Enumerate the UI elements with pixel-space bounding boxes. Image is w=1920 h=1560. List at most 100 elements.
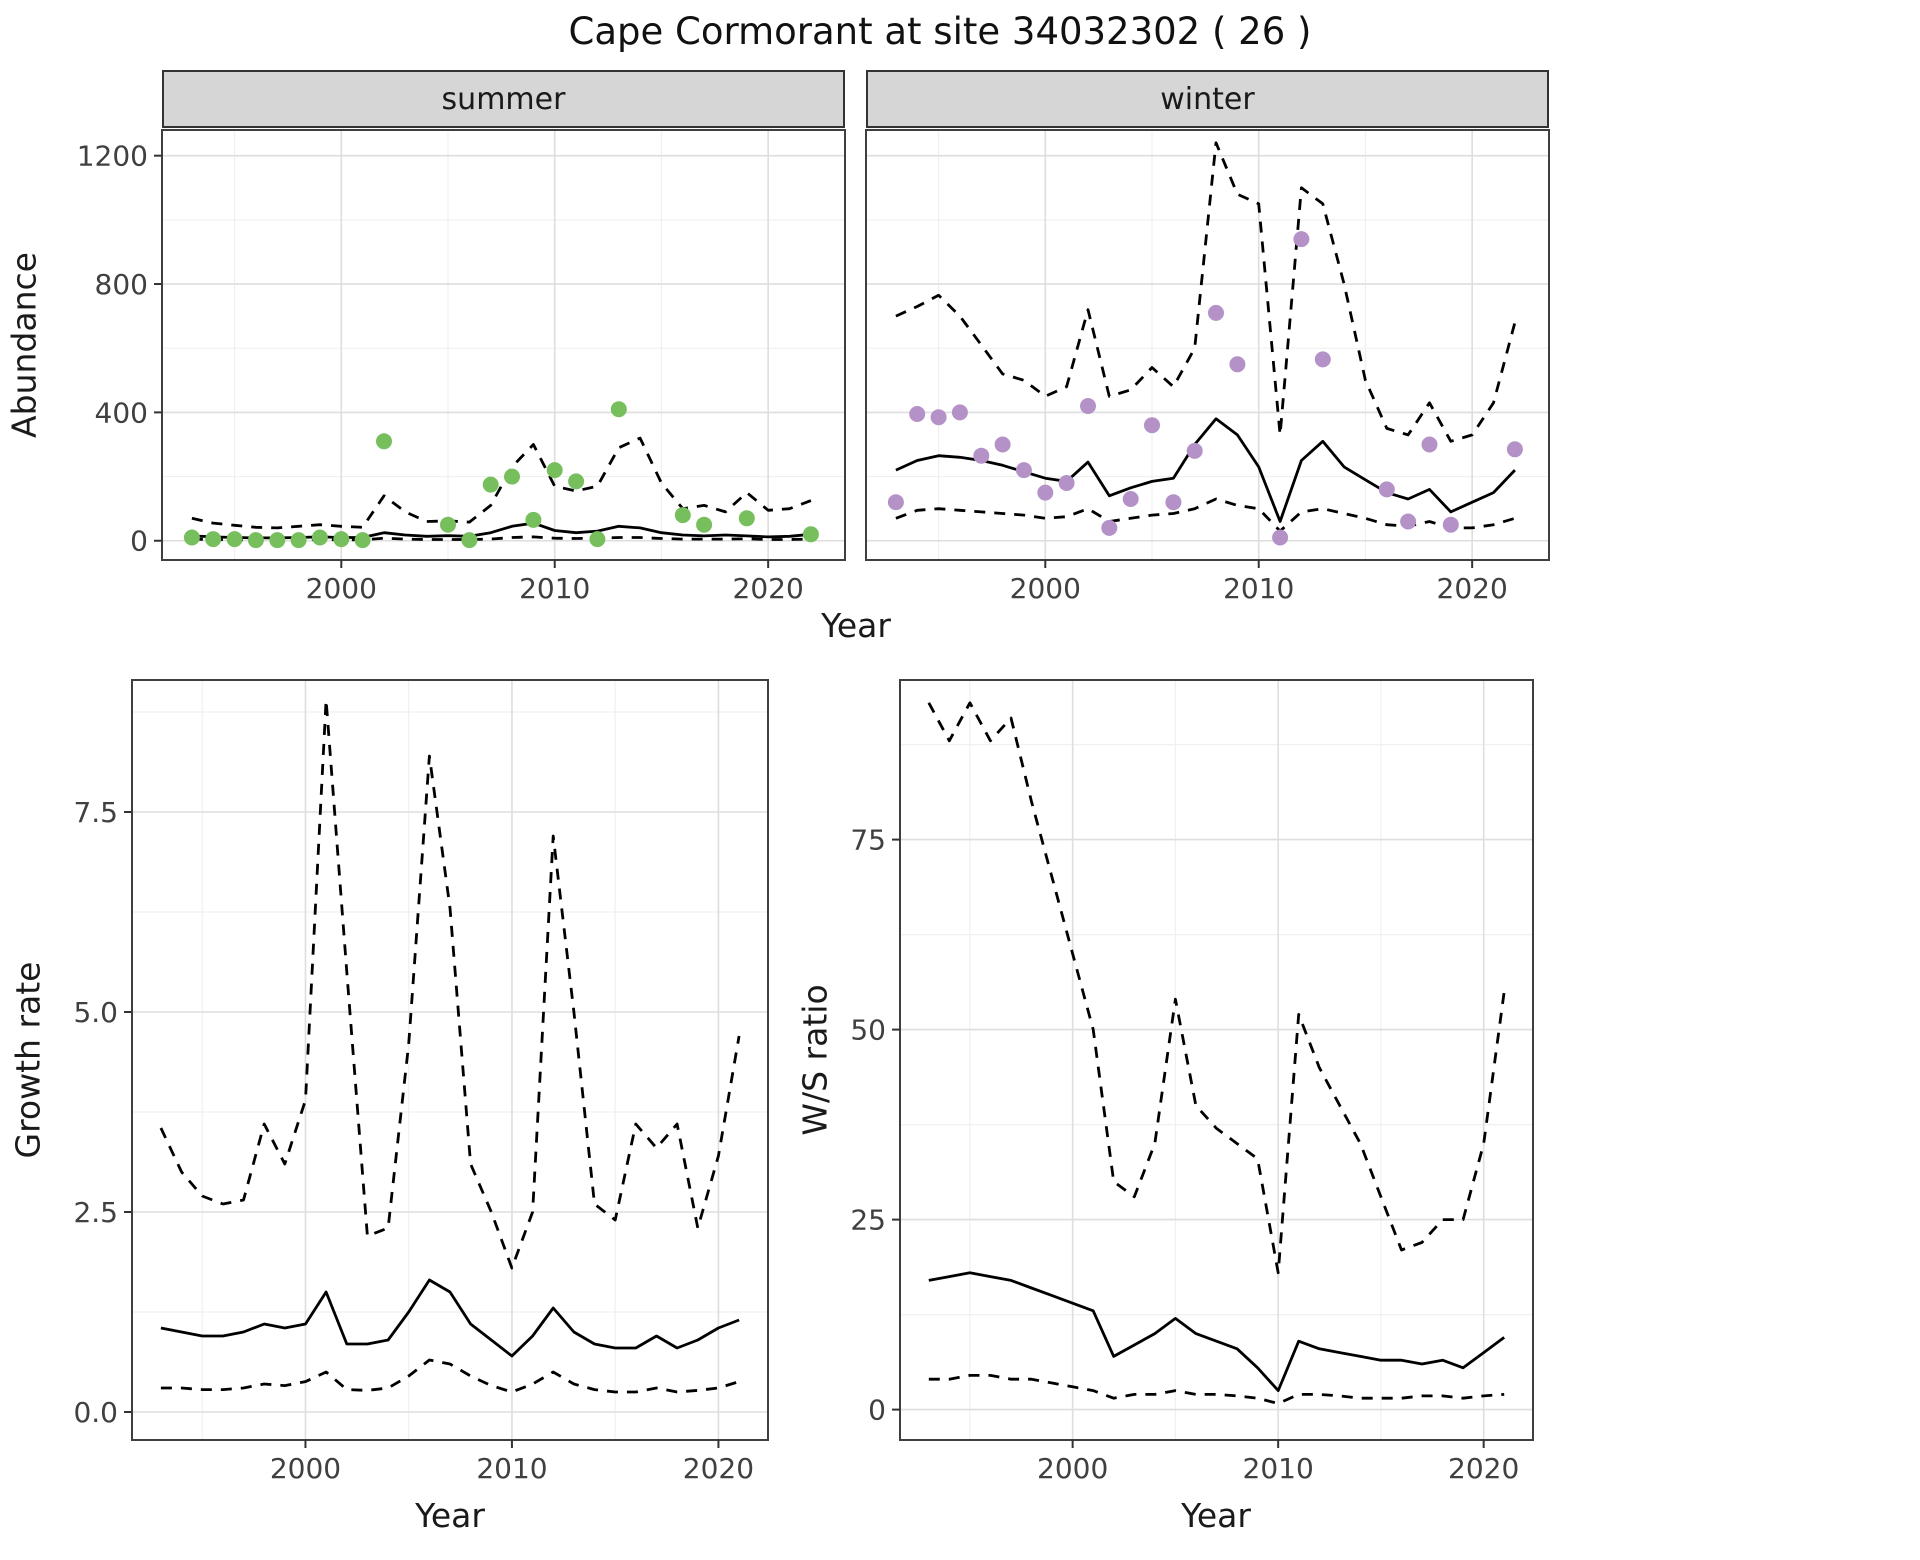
panel-background <box>162 130 845 560</box>
y-tick-label: 2.5 <box>73 1196 118 1229</box>
abundance_summer-observation-point <box>738 510 755 527</box>
year-axis-label-ws: Year <box>1181 1496 1251 1535</box>
abundance_summer-observation-point <box>440 516 456 533</box>
x-tick-label: 2000 <box>306 572 377 605</box>
x-tick-label: 2010 <box>1243 1452 1314 1485</box>
y-tick-label: 0 <box>868 1394 886 1427</box>
abundance_winter-observation-point <box>1186 442 1203 459</box>
ws_ratio-median_fit-line <box>928 1271 1506 1392</box>
abundance_winter-observation-point <box>951 404 968 421</box>
abundance_summer-upper_ci-line <box>191 436 812 530</box>
y-tick-label: 75 <box>850 824 886 857</box>
abundance_summer-observation-point <box>589 531 606 548</box>
abundance_winter-observation-point <box>1293 231 1310 248</box>
abundance_summer-observation-point <box>354 532 371 549</box>
abundance_summer-observation-point <box>461 532 478 549</box>
y-tick-label: 400 <box>95 396 148 429</box>
x-tick-label: 2010 <box>519 572 590 605</box>
growth_rate-upper_ci-line <box>159 698 741 1270</box>
facet-strip-winter: winter <box>866 70 1549 128</box>
abundance_summer-observation-point <box>290 532 307 549</box>
y-tick-label: 25 <box>850 1204 886 1237</box>
panel-border <box>865 129 1550 561</box>
abundance_winter-observation-point <box>1037 484 1054 501</box>
abundance_winter-observation-point <box>1058 475 1075 491</box>
abundance_summer-observation-point <box>247 532 264 549</box>
y-tick-label: 800 <box>95 268 148 301</box>
abundance_summer-observation-point <box>205 531 222 548</box>
abundance_summer-observation-point <box>482 476 499 493</box>
abundance-axis-label: Abundance <box>4 252 44 438</box>
panel-border <box>161 129 846 561</box>
y-tick-label: 5.0 <box>73 996 118 1029</box>
growth_rate-lower_ci-line <box>160 1358 740 1394</box>
abundance_winter-observation-point <box>994 436 1011 453</box>
panel-border <box>899 679 1534 1441</box>
x-tick-label: 2000 <box>1010 572 1081 605</box>
abundance_winter-observation-point <box>1101 519 1118 536</box>
panel-border <box>131 679 769 1441</box>
abundance_winter-observation-point <box>1015 462 1032 479</box>
abundance_winter-observation-point <box>1208 304 1224 321</box>
abundance_winter-observation-point <box>1506 441 1523 458</box>
panel-background <box>866 130 1549 560</box>
abundance_winter-observation-point <box>1378 481 1395 498</box>
abundance_summer-observation-point <box>226 531 243 548</box>
abundance_summer-observation-point <box>610 401 627 418</box>
abundance_winter-observation-point <box>1421 436 1438 453</box>
figure-title: Cape Cormorant at site 34032302 ( 26 ) <box>568 10 1312 53</box>
abundance_summer-observation-point <box>546 462 563 479</box>
panel-growth_rate: 2000 2010 2020 0.0 2.5 5.0 7.5 <box>73 679 769 1485</box>
x-tick-label: 2000 <box>270 1452 341 1485</box>
x-tick-label: 2000 <box>1037 1452 1108 1485</box>
abundance_summer-observation-point <box>525 511 542 528</box>
abundance_summer-observation-point <box>568 473 585 490</box>
y-tick-label: 1200 <box>77 140 148 173</box>
abundance_summer-observation-point <box>504 468 520 485</box>
x-tick-label: 2020 <box>1437 572 1508 605</box>
abundance_winter-observation-point <box>930 409 947 426</box>
abundance_winter-observation-point <box>1122 491 1139 507</box>
abundance_winter-observation-point <box>1165 494 1182 511</box>
abundance_summer-observation-point <box>376 433 392 450</box>
panel-abundance_winter: 2000 2010 2020 <box>865 129 1550 605</box>
abundance_winter-observation-point <box>1400 513 1417 530</box>
abundance_winter-observation-point <box>909 406 926 422</box>
facet-strip-summer: summer <box>162 70 845 128</box>
abundance_summer-observation-point <box>183 529 200 546</box>
panel-background <box>132 680 768 1440</box>
x-tick-label: 2020 <box>733 572 804 605</box>
panel-abundance_summer: 2000 2010 2020 0 400 800 1200 <box>77 129 846 605</box>
x-tick-label: 2010 <box>1223 572 1294 605</box>
abundance_winter-observation-point <box>973 447 990 464</box>
x-tick-label: 2020 <box>1448 1452 1519 1485</box>
abundance_winter-observation-point <box>887 494 904 511</box>
y-tick-label: 7.5 <box>73 796 118 829</box>
abundance_winter-observation-point <box>1314 351 1331 368</box>
panel-ws_ratio: 2000 2010 2020 0 25 50 75 <box>850 679 1534 1485</box>
abundance_winter-observation-point <box>1442 516 1459 533</box>
year-axis-label-growth: Year <box>415 1496 485 1535</box>
abundance_winter-observation-point <box>1272 529 1289 546</box>
growth-rate-axis-label: Growth rate <box>8 961 48 1159</box>
abundance_summer-observation-point <box>802 526 819 543</box>
y-tick-label: 0.0 <box>73 1396 118 1429</box>
x-tick-label: 2020 <box>683 1452 754 1485</box>
year-axis-label-top: Year <box>821 606 891 645</box>
abundance_winter-upper_ci-line <box>895 141 1517 443</box>
abundance_summer-observation-point <box>674 507 691 524</box>
ws-ratio-axis-label: W/S ratio <box>795 984 835 1136</box>
abundance_summer-observation-point <box>269 532 286 549</box>
ws_ratio-lower_ci-line <box>928 1374 1505 1405</box>
x-tick-label: 2010 <box>476 1452 547 1485</box>
abundance_winter-observation-point <box>1080 398 1096 414</box>
abundance_winter-median_fit-line <box>895 417 1516 523</box>
growth_rate-median_fit-line <box>160 1278 740 1358</box>
abundance_summer-observation-point <box>696 516 713 533</box>
abundance_summer-observation-point <box>311 529 328 546</box>
y-tick-label: 50 <box>850 1014 886 1047</box>
panel-background <box>900 680 1533 1440</box>
abundance_summer-observation-point <box>333 531 350 548</box>
